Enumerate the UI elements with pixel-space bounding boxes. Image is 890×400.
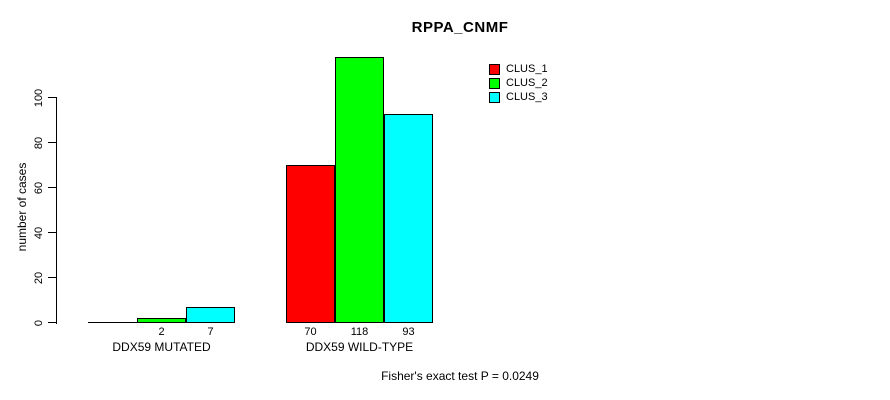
- bar-value-label: 93: [402, 326, 415, 338]
- y-axis-tick: [48, 322, 57, 323]
- y-axis-tick-label: 0: [33, 319, 45, 327]
- y-axis-tick: [48, 142, 57, 143]
- y-axis-tick: [48, 277, 57, 278]
- legend: CLUS_1 CLUS_2 CLUS_3: [489, 62, 548, 104]
- legend-swatch-icon: [489, 63, 500, 75]
- y-axis-tick-label: 20: [33, 271, 45, 285]
- bar-clus_1-zero: [88, 322, 137, 323]
- chart-title: RPPA_CNMF: [411, 19, 509, 36]
- bar-clus_2: [137, 318, 186, 323]
- x-category-label: DDX59 WILD-TYPE: [305, 340, 414, 354]
- y-axis-tick-label: 40: [33, 226, 45, 240]
- legend-row: CLUS_1: [489, 62, 548, 76]
- bar-clus_3: [186, 307, 235, 323]
- bar-value-label: 7: [207, 326, 214, 338]
- bar-value-label: 70: [304, 326, 317, 338]
- bar-value-label: 118: [350, 326, 369, 338]
- legend-swatch-icon: [489, 77, 500, 89]
- bar-clus_1: [286, 165, 335, 323]
- bar-clus_3: [384, 114, 433, 323]
- legend-label: CLUS_1: [506, 63, 548, 75]
- legend-swatch-icon: [489, 91, 500, 103]
- legend-row: CLUS_2: [489, 76, 548, 90]
- y-axis-title: number of cases: [15, 162, 29, 252]
- x-category-label: DDX59 MUTATED: [112, 340, 211, 354]
- y-axis-tick-label: 100: [33, 88, 45, 108]
- y-axis-tick-label: 80: [33, 136, 45, 150]
- stat-note: Fisher's exact test P = 0.0249: [381, 369, 539, 383]
- y-axis-tick: [48, 97, 57, 98]
- bar-clus_2: [335, 57, 384, 323]
- legend-label: CLUS_3: [506, 91, 548, 103]
- legend-row: CLUS_3: [489, 90, 548, 104]
- y-axis-line: [56, 98, 57, 324]
- legend-label: CLUS_2: [506, 77, 548, 89]
- y-axis-tick: [48, 187, 57, 188]
- bar-value-label: 2: [158, 326, 165, 338]
- y-axis-tick: [48, 232, 57, 233]
- y-axis-tick-label: 60: [33, 181, 45, 195]
